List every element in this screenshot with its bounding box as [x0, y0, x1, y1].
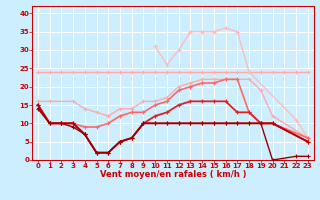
X-axis label: Vent moyen/en rafales ( km/h ): Vent moyen/en rafales ( km/h ) — [100, 170, 246, 179]
